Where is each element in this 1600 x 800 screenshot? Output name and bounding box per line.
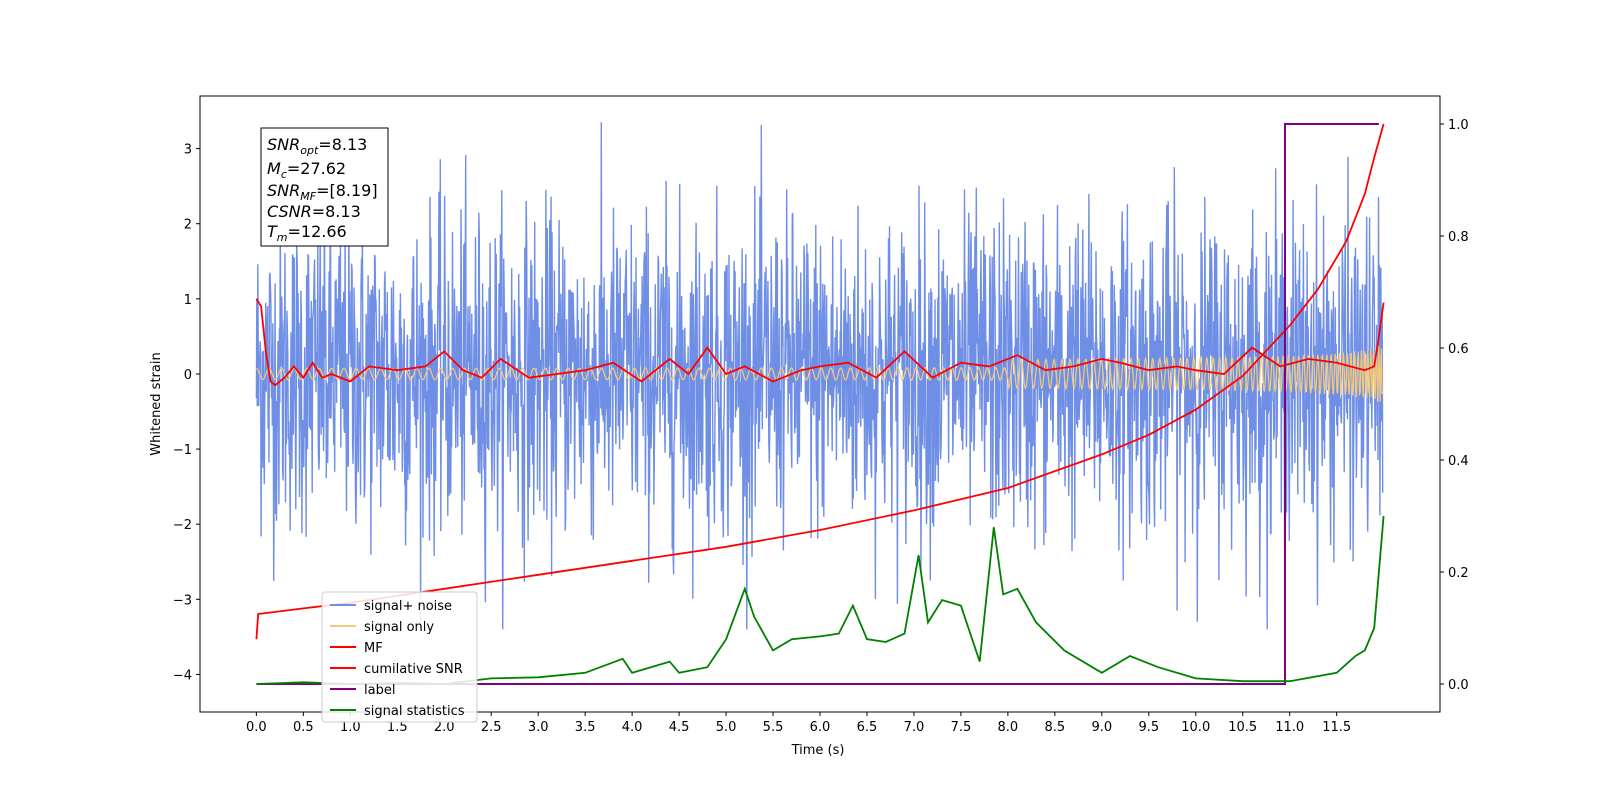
legend-entry: signal statistics — [364, 704, 465, 719]
x-tick-label: 4.5 — [669, 720, 690, 735]
x-tick-label: 11.5 — [1322, 720, 1351, 735]
x-tick-label: 11.0 — [1275, 720, 1304, 735]
y-tick-label: 0 — [184, 368, 192, 383]
legend-entry: MF — [364, 641, 383, 656]
x-tick-label: 10.5 — [1228, 720, 1257, 735]
series-signal-statistics — [256, 515, 1385, 685]
y-axis-left: 3 2 1 0 −1 −2 −3 −4 — [173, 143, 200, 683]
legend-entry: signal+ noise — [364, 599, 452, 614]
y2-tick-label: 0.8 — [1448, 230, 1469, 245]
y2-tick-label: 0.6 — [1448, 342, 1469, 357]
annotation-snr-opt: SNRopt=8.13 — [267, 135, 367, 157]
x-tick-label: 9.0 — [1091, 720, 1112, 735]
legend-entry: cumilative SNR — [364, 662, 463, 677]
y2-tick-label: 0.4 — [1448, 454, 1469, 469]
x-tick-label: 7.5 — [951, 720, 972, 735]
x-tick-label: 5.5 — [763, 720, 784, 735]
x-tick-label: 8.5 — [1045, 720, 1066, 735]
y2-tick-label: 1.0 — [1448, 118, 1469, 133]
x-axis: 0.0 0.5 1.0 1.5 2.0 2.5 3.0 3.5 4.0 4.5 5.0 5.5 6.0 6… — [246, 712, 1351, 735]
x-tick-label: 6.0 — [810, 720, 831, 735]
x-tick-label: 4.0 — [622, 720, 643, 735]
series-label — [256, 123, 1379, 685]
x-tick-label: 9.5 — [1138, 720, 1159, 735]
y-tick-label: −2 — [173, 518, 192, 533]
annotation-mc: Mc=27.62 — [267, 159, 346, 181]
y-tick-label: 1 — [184, 293, 192, 308]
x-tick-label: 7.0 — [904, 720, 925, 735]
annotation-csnr: CSNR=8.13 — [267, 202, 361, 221]
x-tick-label: 0.5 — [293, 720, 314, 735]
x-tick-label: 5.0 — [716, 720, 737, 735]
x-tick-label: 2.0 — [434, 720, 455, 735]
x-tick-label: 0.0 — [246, 720, 267, 735]
annotation-snr-mf: SNRMF=[8.19] — [267, 181, 378, 203]
series-signal-noise — [255, 122, 1384, 630]
y2-tick-label: 0.0 — [1448, 678, 1469, 693]
y2-tick-label: 0.2 — [1448, 566, 1469, 581]
x-tick-label: 10.0 — [1181, 720, 1210, 735]
y-tick-label: −1 — [173, 443, 192, 458]
annotation-tm: Tm=12.66 — [267, 222, 347, 244]
series-signal-only — [256, 345, 1384, 402]
y-tick-label: −4 — [173, 668, 192, 683]
series-mf — [255, 298, 1385, 387]
x-tick-label: 3.5 — [575, 720, 596, 735]
x-tick-label: 3.0 — [528, 720, 549, 735]
annotation-box: SNRopt=8.13 Mc=27.62 SNRMF=[8.19] CSNR=8… — [260, 127, 389, 247]
y-tick-label: −3 — [173, 593, 192, 608]
x-tick-label: 2.5 — [481, 720, 502, 735]
y-axis-label: Whitened strain — [149, 352, 164, 455]
x-tick-label: 8.0 — [998, 720, 1019, 735]
y-tick-label: 3 — [184, 143, 192, 158]
y-axis-right: 1.0 0.8 0.6 0.4 0.2 0.0 — [1440, 118, 1469, 693]
legend: signal+ noise signal only MF cumilative SNR… — [321, 591, 478, 723]
x-axis-label: Time (s) — [791, 743, 845, 758]
legend-entry: signal only — [364, 620, 434, 635]
x-tick-label: 1.5 — [387, 720, 408, 735]
legend-frame — [321, 591, 478, 723]
x-tick-label: 6.5 — [857, 720, 878, 735]
legend-entry: label — [364, 683, 395, 698]
x-tick-label: 1.0 — [340, 720, 361, 735]
y-tick-label: 2 — [184, 218, 192, 233]
